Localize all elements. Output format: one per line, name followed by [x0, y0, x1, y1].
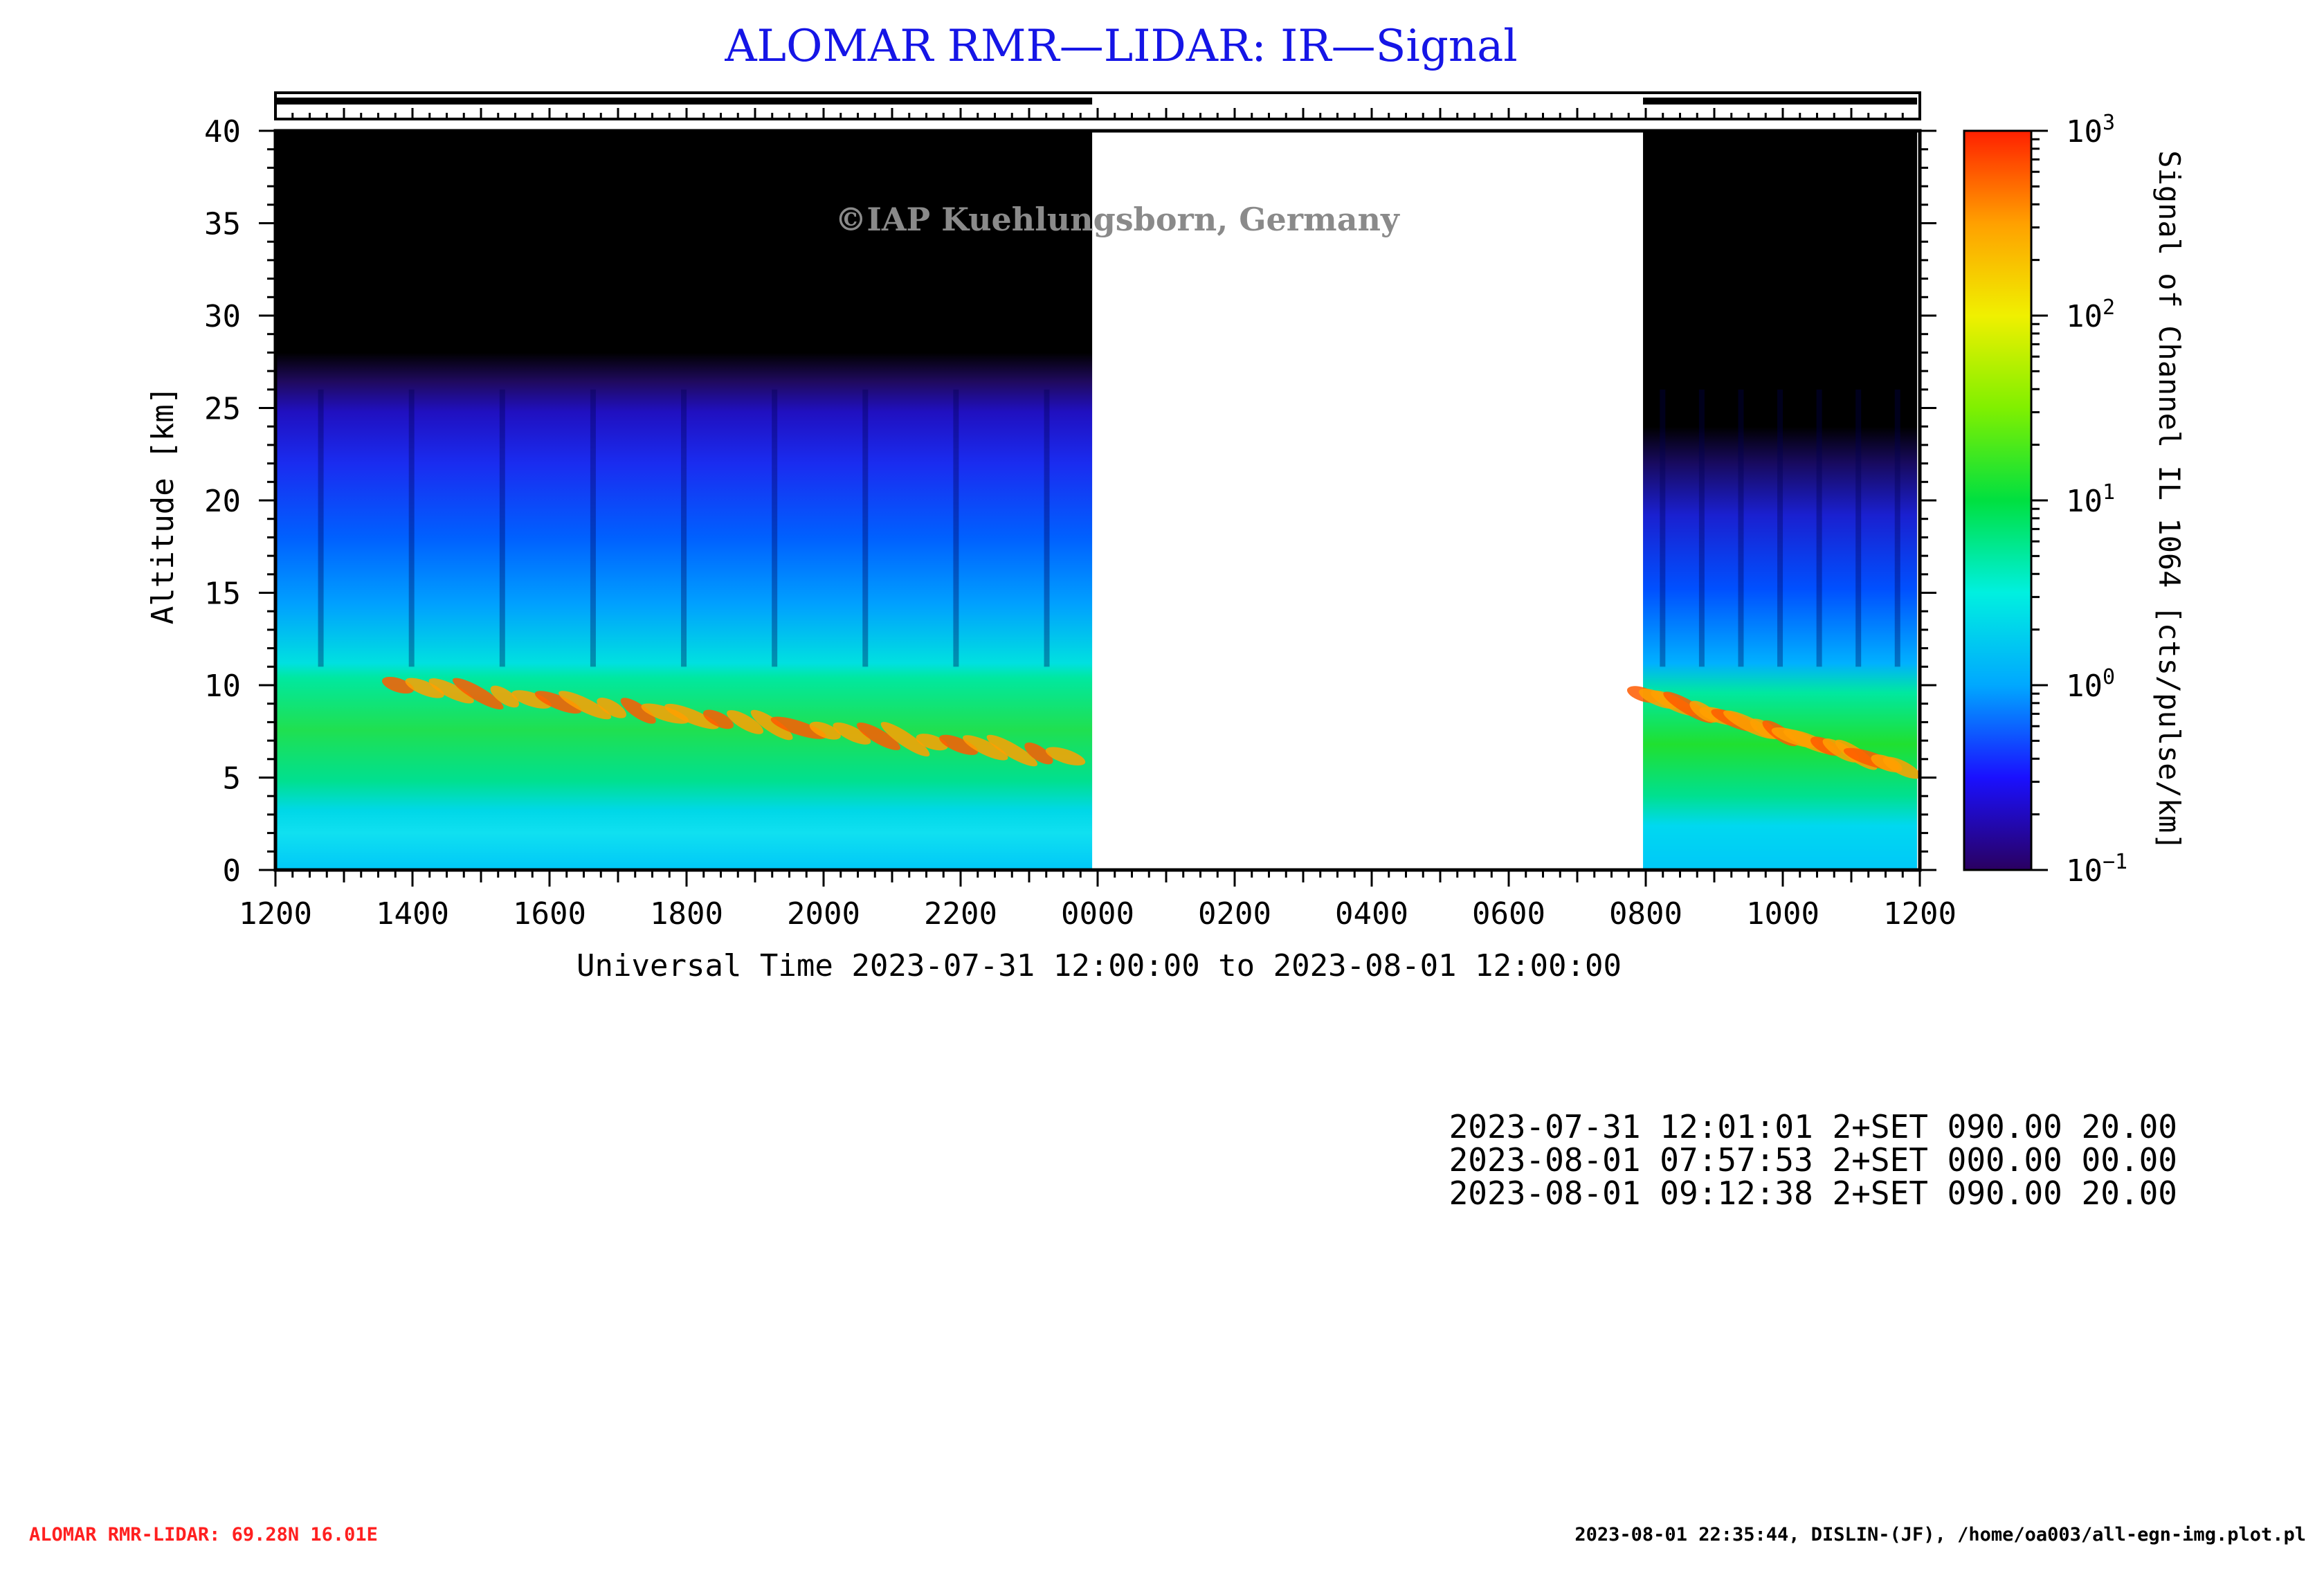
x-tick-label: 1200: [239, 896, 312, 932]
watermark-text: ©IAP Kuehlungsborn, Germany: [835, 201, 1400, 238]
cloud-echo: [1024, 742, 1053, 765]
cloud-echo: [1882, 756, 1921, 779]
station-footer: ALOMAR RMR-LIDAR: 69.28N 16.01E: [29, 1524, 378, 1545]
cloud-echo: [702, 709, 734, 729]
cloud-echo: [534, 691, 582, 714]
cloud-echo: [405, 678, 444, 698]
measurement-period: [1643, 131, 1918, 870]
setting-log: 2023-07-31 12:01:01 2+SET 090.00 20.00 2…: [1449, 1108, 2177, 1212]
cloud-echo: [750, 709, 793, 741]
y-tick-label: 5: [223, 761, 242, 797]
active-period-bar: [275, 98, 1093, 105]
colorbar-tick-label: 102: [2066, 296, 2115, 334]
colorbar: [1963, 129, 2033, 871]
cloud-echo: [597, 698, 627, 718]
y-tick-label: 20: [204, 484, 241, 519]
y-tick-label: 35: [204, 207, 241, 242]
colorbar-tick-label: 100: [2066, 665, 2115, 704]
profile-streak: [1738, 389, 1744, 667]
y-tick-label: 15: [204, 577, 241, 612]
cloud-echo: [1045, 747, 1086, 765]
x-tick-label: 2200: [924, 896, 997, 932]
y-tick-label: 40: [204, 114, 241, 149]
x-tick-label: 1200: [1883, 896, 1957, 932]
y-tick-label: 0: [223, 853, 242, 889]
colorbar-tick-label: 103: [2066, 111, 2115, 149]
profile-streak: [590, 389, 596, 667]
x-tick-label: 0000: [1061, 896, 1134, 932]
x-tick-label: 1000: [1746, 896, 1819, 932]
x-tick-label: 1600: [513, 896, 586, 932]
measurement-status-strip: [274, 91, 1921, 120]
profile-streak: [408, 389, 415, 667]
x-tick-label: 1800: [650, 896, 723, 932]
x-tick-label: 0200: [1198, 896, 1271, 932]
profile-streak: [499, 389, 505, 667]
profile-streak: [1044, 389, 1050, 667]
x-axis: 1200 1400 1600 1800 2000 2200 0000 0200 0400 0600…: [239, 870, 1957, 932]
cloud-echo: [453, 678, 504, 710]
profile-streak: [1855, 389, 1862, 667]
profile-streak: [1698, 389, 1705, 667]
cloud-echo: [381, 676, 415, 694]
cloud-echo: [641, 703, 689, 724]
log-line: 2023-07-31 12:01:01 2+SET 090.00 20.00: [1449, 1108, 2177, 1145]
profile-streak: [1894, 389, 1900, 667]
x-tick-label: 0800: [1609, 896, 1682, 932]
cloud-echo: [809, 721, 841, 740]
profile-streak: [1660, 389, 1666, 667]
profile-streak: [1777, 389, 1783, 667]
cloud-echo: [833, 722, 871, 745]
x-tick-label: 1400: [376, 896, 449, 932]
y-tick-label: 10: [204, 669, 241, 704]
cloud-echo: [770, 716, 826, 739]
profile-streak: [318, 389, 324, 667]
x-axis-label: Universal Time 2023-07-31 12:00:00 to 20…: [577, 948, 1622, 983]
colorbar-label: Signal of Channel IL 1064 [cts/pulse/km]: [2152, 150, 2186, 850]
y-tick-label: 25: [204, 392, 241, 427]
profile-streak: [681, 389, 687, 667]
cloud-echo: [939, 734, 979, 755]
cloud-echo: [620, 698, 656, 724]
cloud-echo: [664, 703, 719, 729]
x-tick-label: 0600: [1472, 896, 1545, 932]
profile-streak: [953, 389, 959, 667]
cloud-echo: [986, 734, 1038, 767]
cloud-echo: [428, 678, 474, 704]
profile-streak: [772, 389, 778, 667]
cloud-echo: [511, 690, 552, 709]
lidar-signal-heatmap: [275, 131, 1921, 870]
cloud-echo: [559, 691, 612, 720]
log-line: 2023-08-01 09:12:38 2+SET 090.00 20.00: [1449, 1175, 2177, 1212]
cloud-echo: [963, 735, 1008, 761]
cloud-echo: [916, 734, 948, 751]
profile-streak: [1816, 389, 1822, 667]
log-line: 2023-08-01 07:57:53 2+SET 000.00 00.00: [1449, 1141, 2177, 1179]
plot-info-footer: 2023-08-01 22:35:44, DISLIN-(JF), /home/…: [1574, 1524, 2306, 1545]
cloud-echo: [490, 685, 519, 708]
y-axis-label: Altitude [km]: [145, 386, 181, 624]
x-tick-label: 2000: [787, 896, 860, 932]
cloud-echo: [880, 722, 930, 756]
x-tick-label: 0400: [1335, 896, 1408, 932]
cloud-echo: [856, 722, 901, 750]
colorbar-axis: 103 102 101 100 10−1: [2031, 111, 2127, 889]
profile-streak: [862, 389, 869, 667]
y-axis: 0 5 10 15 20 25 30 35 40: [204, 114, 1936, 889]
active-period-bar: [1643, 98, 1918, 105]
colorbar-tick-label: 101: [2066, 480, 2115, 519]
y-tick-label: 30: [204, 299, 241, 334]
colorbar-tick-label: 10−1: [2066, 850, 2127, 889]
cloud-echo: [727, 710, 764, 734]
chart-title: ALOMAR RMR—LIDAR: IR—Signal: [724, 21, 1517, 72]
